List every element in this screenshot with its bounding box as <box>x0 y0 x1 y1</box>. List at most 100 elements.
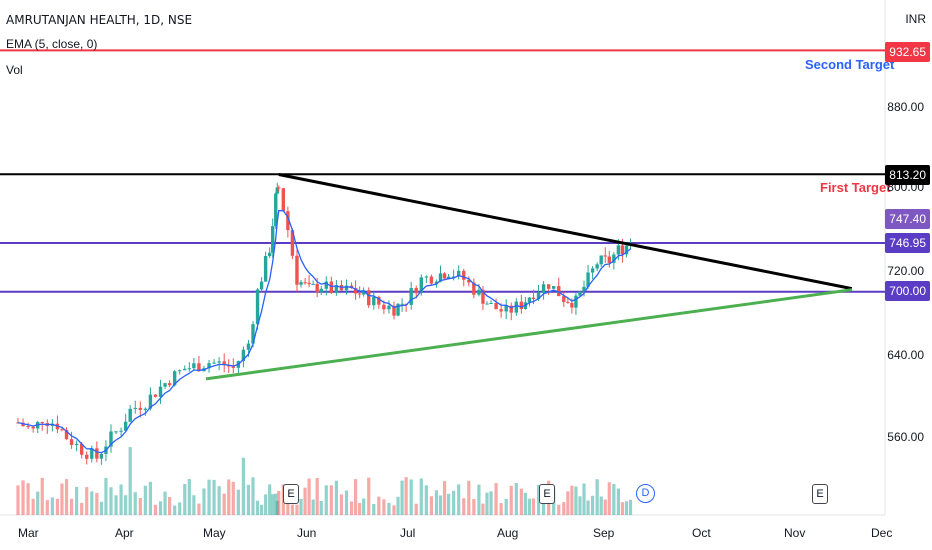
volume-bar <box>168 497 172 515</box>
y-tick-label: 720.00 <box>887 264 924 278</box>
volume-bar <box>183 483 187 515</box>
candle-body <box>251 324 255 344</box>
ema-legend[interactable]: EMA (5, close, 0) <box>6 37 98 51</box>
volume-bar <box>404 477 408 515</box>
volume-bar <box>599 496 603 515</box>
candle-body <box>531 297 536 299</box>
x-tick-label: Sep <box>593 526 615 540</box>
candle-body <box>489 303 493 305</box>
dividend-event-badge[interactable]: D <box>636 484 655 503</box>
x-tick-label: Dec <box>871 526 893 540</box>
candle-body <box>275 187 279 194</box>
candle-body <box>519 301 524 309</box>
volume-bar <box>286 502 290 515</box>
candle-body <box>367 290 371 306</box>
volume-bar <box>344 490 349 515</box>
volume-legend[interactable]: Vol <box>6 63 23 77</box>
volume-bar <box>241 457 245 515</box>
candle-body <box>434 281 439 284</box>
x-tick-label: Apr <box>115 526 134 540</box>
candle-body <box>85 454 89 459</box>
candle-body <box>514 301 519 313</box>
volume-bar <box>299 498 303 515</box>
volume-bar <box>624 501 629 515</box>
candle-body <box>212 362 216 364</box>
x-tick-label: Oct <box>692 526 711 540</box>
volume-bar <box>424 485 428 515</box>
candle-body <box>557 286 561 297</box>
candle-body <box>133 407 137 409</box>
candle-body <box>566 301 570 303</box>
volume-bar <box>419 478 423 515</box>
volume-bar <box>40 477 44 515</box>
currency-label[interactable]: INR <box>905 12 926 26</box>
candle-body <box>578 291 582 296</box>
volume-bar <box>434 490 439 515</box>
candle-body <box>26 426 30 428</box>
volume-bar <box>197 503 201 515</box>
candle-body <box>624 245 629 255</box>
volume-bar <box>31 498 35 515</box>
candle-body <box>562 296 566 302</box>
volume-bar <box>124 495 128 515</box>
earnings-event-badge[interactable]: E <box>812 484 828 504</box>
volume-bar <box>163 491 167 515</box>
candle-body <box>595 264 599 269</box>
volume-bar <box>607 482 611 515</box>
volume-bar <box>75 486 79 515</box>
candle-body <box>259 281 264 290</box>
trendline-support <box>205 288 853 381</box>
candle-body <box>551 286 556 289</box>
candle-body <box>481 289 485 304</box>
volume-bar <box>570 485 574 515</box>
volume-bar <box>45 500 49 515</box>
volume-bar <box>207 479 211 515</box>
trendline-resistance <box>278 173 853 291</box>
volume-bar <box>104 477 108 515</box>
volume-bar <box>271 494 275 515</box>
candle-body <box>158 386 163 397</box>
candle-body <box>74 443 79 445</box>
candle-body <box>123 421 128 431</box>
candle-body <box>462 270 466 280</box>
volume-bar <box>519 488 523 515</box>
candle-body <box>79 443 84 455</box>
candle-body <box>299 282 303 285</box>
volume-bar <box>595 479 599 515</box>
candle-body <box>357 293 362 295</box>
candle-body <box>246 343 251 350</box>
volume-bar <box>173 505 177 515</box>
volume-bar <box>85 487 89 515</box>
volume-bar <box>307 478 311 515</box>
candle-body <box>277 187 281 189</box>
earnings-event-badge[interactable]: E <box>283 484 299 504</box>
candle-body <box>387 305 391 310</box>
candle-body <box>612 254 616 263</box>
candle-body <box>603 255 607 257</box>
volume-bar <box>628 499 633 515</box>
candle-body <box>546 284 551 289</box>
x-tick-label: Mar <box>18 526 39 540</box>
candle-body <box>119 430 123 432</box>
candle-body <box>207 363 211 369</box>
first-target-label: First Target <box>820 180 891 195</box>
candle-body <box>472 282 476 295</box>
volume-bar <box>148 481 153 515</box>
volume-bar <box>472 499 476 515</box>
volume-bar <box>187 478 191 515</box>
earnings-event-badge[interactable]: E <box>539 484 555 504</box>
candle-body <box>69 439 74 445</box>
volume-bar <box>372 504 376 515</box>
volume-bar <box>396 496 400 515</box>
volume-bar <box>509 485 513 515</box>
volume-bar <box>514 482 518 515</box>
candle-body <box>99 453 104 459</box>
price-tag-support-level: 700.00 <box>885 281 930 301</box>
symbol-legend[interactable]: AMRUTANJAN HEALTH, 1D, NSE <box>6 13 193 27</box>
candle-body <box>586 272 590 287</box>
candle-body <box>303 282 307 284</box>
volume-bar <box>236 489 240 515</box>
volume-bar <box>603 499 607 515</box>
candle-body <box>442 273 447 279</box>
